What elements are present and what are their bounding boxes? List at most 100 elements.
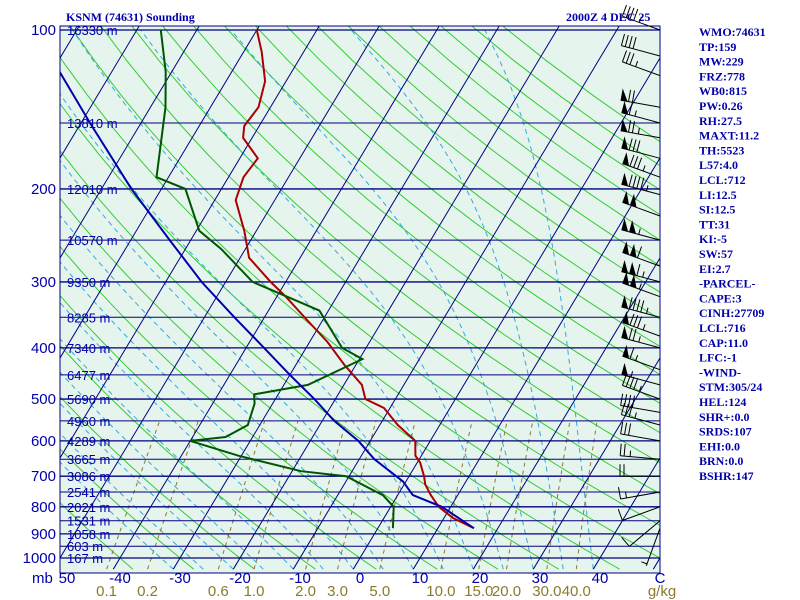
height-label: 2541 m xyxy=(67,485,110,500)
mixing-ratio-label: 0.6 xyxy=(208,583,229,600)
index-line: MW:229 xyxy=(699,55,744,69)
mixing-ratio-label: 5.0 xyxy=(369,583,390,600)
temp-tick-label: -10 xyxy=(289,570,311,587)
dry-adiabat xyxy=(60,502,134,570)
temp-tick-label: -40 xyxy=(109,570,131,587)
dry-adiabat xyxy=(60,149,560,570)
index-line: TT:31 xyxy=(699,217,730,231)
wind-barb xyxy=(618,487,661,500)
height-label: 2021 m xyxy=(67,500,110,515)
height-label: 16330 m xyxy=(67,23,118,38)
index-line: EI:2.7 xyxy=(699,262,731,276)
index-line: WMO:74631 xyxy=(699,25,766,39)
height-label: 6477 m xyxy=(67,368,110,383)
height-label: 5690 m xyxy=(67,392,110,407)
wind-barb xyxy=(622,311,661,337)
mixing-ratio-label: 10.0 xyxy=(426,583,455,600)
wind-barb xyxy=(620,33,661,57)
index-line: LI:12.5 xyxy=(699,188,737,202)
moist-adiabat xyxy=(140,29,504,570)
wind-barb xyxy=(617,506,661,521)
wind-barb xyxy=(621,101,661,124)
index-line: TH:5523 xyxy=(699,143,744,157)
indices-panel: WMO:74631TP:159MW:229FRZ:778WB0:815PW:0.… xyxy=(699,25,766,483)
pressure-tick-label: 500 xyxy=(31,391,56,408)
moist-adiabat xyxy=(60,432,204,570)
mixing-ratio-label: 1.0 xyxy=(244,583,265,600)
wind-barb xyxy=(641,528,661,566)
height-label: 3665 m xyxy=(67,452,110,467)
wind-barb xyxy=(621,50,661,77)
index-line: FRZ:778 xyxy=(699,69,745,83)
series-dewpoint-line xyxy=(155,29,395,529)
pressure-tick-label: 1000 xyxy=(23,550,56,567)
isotherm xyxy=(60,26,380,559)
wind-barbs xyxy=(617,4,661,566)
isotherm xyxy=(412,157,660,570)
pressure-tick-label: 600 xyxy=(31,433,56,450)
index-line: -WIND- xyxy=(699,365,741,379)
index-line: CAP:11.0 xyxy=(699,336,748,350)
index-line: PW:0.26 xyxy=(699,99,743,113)
height-label: 7340 m xyxy=(67,341,110,356)
mixing-ratio-label: 2.0 xyxy=(295,583,316,600)
height-label: 167 m xyxy=(67,551,103,566)
dry-adiabat xyxy=(60,344,316,570)
isotherm xyxy=(232,26,560,570)
index-line: RH:27.5 xyxy=(699,114,742,128)
index-line: WB0:815 xyxy=(699,84,747,98)
pressure-tick-label: 200 xyxy=(31,181,56,198)
mixing-ratio-label: 0.2 xyxy=(137,583,158,600)
temp-tick-label: 50 xyxy=(59,570,76,587)
index-line: LCL:712 xyxy=(699,173,746,187)
index-line: -PARCEL- xyxy=(699,277,755,291)
wind-barb xyxy=(622,191,661,217)
index-line: EHI:0.0 xyxy=(699,439,740,453)
mixing-ratio-unit: g/kg xyxy=(648,583,676,600)
temp-tick-label: 40 xyxy=(592,570,609,587)
index-line: SW:57 xyxy=(699,247,733,261)
wind-barb xyxy=(620,422,661,442)
moist-adiabat xyxy=(60,338,294,570)
moist-adiabat xyxy=(60,402,234,570)
wind-barb xyxy=(621,260,661,283)
dry-adiabat xyxy=(131,26,660,464)
mixing-ratio-line xyxy=(546,420,571,570)
moist-adiabat xyxy=(60,261,354,570)
dry-adiabat xyxy=(60,396,255,570)
wind-barb xyxy=(621,520,661,547)
wind-barb xyxy=(621,172,661,196)
moist-adiabat xyxy=(230,29,534,570)
wind-barb xyxy=(622,344,661,371)
moist-adiabat xyxy=(484,29,594,570)
index-line: L57:4.0 xyxy=(699,158,738,172)
background-grid xyxy=(60,26,660,570)
plot-frame xyxy=(59,25,661,574)
index-line: SI:12.5 xyxy=(699,203,735,217)
wind-barb xyxy=(621,295,661,318)
isotherm xyxy=(352,57,660,570)
dry-adiabat xyxy=(69,26,660,526)
dry-adiabat xyxy=(223,26,660,376)
wind-barb xyxy=(622,152,661,178)
index-line: BSHR:147 xyxy=(699,469,754,483)
index-line: SHR+:0.0 xyxy=(699,410,750,424)
moist-adiabat xyxy=(60,159,414,570)
series-temperature-line xyxy=(234,29,475,530)
mixing-ratio-line xyxy=(478,420,508,570)
station-title: KSNM (74631) Sounding xyxy=(66,10,195,24)
sounding-traces xyxy=(60,29,475,530)
temp-tick-label: 30 xyxy=(532,570,549,587)
wind-barb xyxy=(619,464,660,477)
pressure-tick-label: 400 xyxy=(31,340,56,357)
temp-tick-label: -30 xyxy=(169,570,191,587)
index-line: LFC:-1 xyxy=(699,351,737,365)
isotherm xyxy=(592,457,660,570)
dry-adiabat xyxy=(100,26,660,495)
moist-adiabat xyxy=(60,371,264,570)
wind-barb xyxy=(621,218,661,241)
dry-adiabat xyxy=(254,26,660,348)
index-line: BRN:0.0 xyxy=(699,454,743,468)
